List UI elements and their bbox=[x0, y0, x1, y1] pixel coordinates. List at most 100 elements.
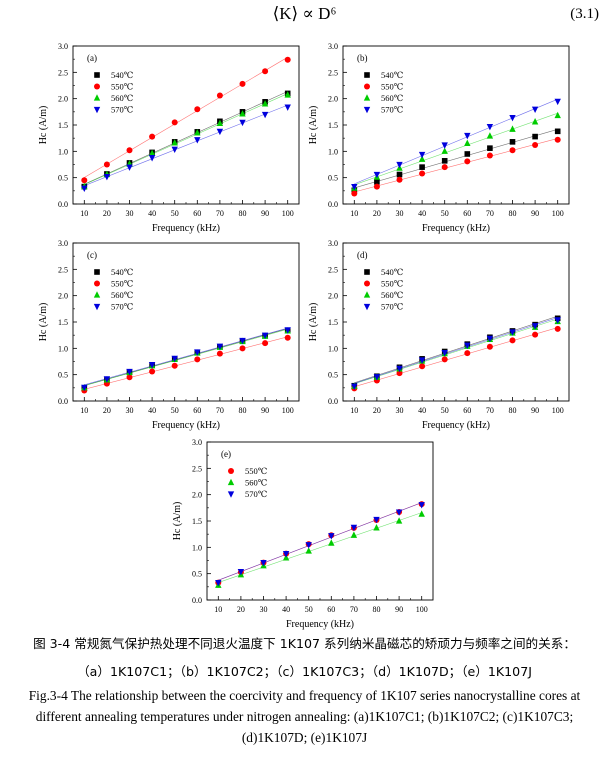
data-point bbox=[509, 337, 516, 344]
y-tick-label: 0.0 bbox=[328, 200, 338, 209]
data-point bbox=[261, 111, 269, 119]
data-point bbox=[148, 149, 156, 157]
data-point bbox=[261, 332, 269, 339]
x-tick-label: 50 bbox=[305, 605, 313, 614]
data-point bbox=[418, 502, 425, 509]
data-point bbox=[262, 68, 269, 75]
data-point bbox=[148, 155, 156, 162]
data-point bbox=[350, 524, 358, 532]
data-point bbox=[486, 123, 494, 131]
data-point bbox=[464, 350, 471, 357]
data-point bbox=[418, 155, 426, 162]
data-point bbox=[149, 133, 156, 140]
series-2 bbox=[215, 502, 425, 587]
series-3 bbox=[81, 104, 291, 192]
data-point bbox=[441, 147, 448, 154]
series-1 bbox=[351, 136, 561, 197]
y-tick-label: 2.5 bbox=[192, 464, 202, 473]
data-point bbox=[194, 137, 201, 144]
fit-line bbox=[354, 315, 558, 384]
y-axis-label: Hc (A/m) bbox=[308, 106, 319, 145]
data-point bbox=[396, 370, 403, 377]
data-point bbox=[194, 349, 201, 356]
data-point bbox=[486, 132, 494, 139]
x-tick-label: 70 bbox=[486, 406, 494, 415]
data-point bbox=[103, 174, 111, 181]
fit-line bbox=[354, 327, 558, 387]
fit-line bbox=[218, 512, 422, 583]
data-point bbox=[532, 133, 538, 140]
equation-3-1: ⟨K⟩ ∝ D⁶ (3.1) bbox=[0, 4, 609, 28]
fit-line bbox=[354, 318, 558, 385]
fit-line bbox=[84, 93, 288, 185]
legend-marker bbox=[364, 72, 370, 78]
data-point bbox=[171, 355, 178, 363]
chart-panel-d: 10 20 30 40 50 60 70 80 90 100 0.0 0.5 1.0 1.5 2.0 2.5 3… bbox=[308, 239, 570, 431]
data-point bbox=[149, 368, 156, 375]
data-point bbox=[373, 516, 380, 524]
y-tick-label: 2.5 bbox=[328, 265, 338, 274]
x-tick-label: 90 bbox=[395, 605, 403, 614]
data-point bbox=[419, 164, 425, 170]
legend-marker bbox=[227, 491, 235, 498]
legend-label: 570℃ bbox=[381, 302, 403, 312]
y-tick-label: 2.5 bbox=[328, 68, 338, 77]
x-tick-label: 10 bbox=[350, 406, 358, 415]
caption-en-line1: Fig.3-4 The relationship between the coe… bbox=[28, 688, 581, 703]
y-tick-label: 0.0 bbox=[192, 596, 202, 605]
caption-en-line2: different annealing temperatures under n… bbox=[35, 709, 574, 724]
y-axis-label: Hc (A/m) bbox=[308, 303, 319, 342]
x-tick-label: 40 bbox=[418, 209, 426, 218]
data-point bbox=[216, 350, 223, 357]
y-tick-label: 2.0 bbox=[328, 95, 338, 104]
legend-label: 560℃ bbox=[111, 93, 133, 103]
x-tick-label: 90 bbox=[261, 406, 269, 415]
series-3 bbox=[351, 317, 561, 391]
legend-label: 560℃ bbox=[381, 93, 403, 103]
data-point bbox=[419, 363, 426, 370]
x-tick-label: 40 bbox=[148, 209, 156, 218]
legend-marker bbox=[227, 478, 235, 486]
legend-label: 570℃ bbox=[111, 105, 133, 115]
fit-line bbox=[218, 502, 422, 581]
data-point bbox=[284, 334, 291, 341]
x-tick-label: 30 bbox=[260, 605, 268, 614]
data-point bbox=[373, 183, 380, 190]
data-point bbox=[554, 325, 561, 332]
legend-label: 540℃ bbox=[381, 70, 403, 80]
legend-marker bbox=[363, 106, 371, 114]
y-tick-label: 0.0 bbox=[328, 397, 338, 406]
x-tick-label: 80 bbox=[239, 406, 247, 415]
x-tick-label: 60 bbox=[193, 406, 201, 415]
data-point bbox=[328, 539, 335, 546]
y-tick-label: 1.0 bbox=[58, 147, 68, 156]
x-tick-label: 10 bbox=[214, 605, 222, 614]
x-tick-label: 80 bbox=[509, 209, 517, 218]
x-tick-label: 90 bbox=[531, 209, 539, 218]
y-tick-label: 1.5 bbox=[58, 318, 68, 327]
data-point bbox=[396, 365, 403, 373]
x-tick-label: 100 bbox=[552, 406, 564, 415]
data-point bbox=[486, 335, 494, 343]
y-tick-label: 1.0 bbox=[328, 147, 338, 156]
data-point bbox=[418, 357, 426, 364]
data-point bbox=[486, 152, 493, 159]
data-point bbox=[441, 142, 448, 149]
fit-line bbox=[84, 327, 288, 386]
legend-label: 560℃ bbox=[245, 478, 267, 488]
data-point bbox=[194, 129, 201, 136]
y-axis-label: Hc (A/m) bbox=[38, 303, 49, 342]
data-point bbox=[260, 560, 267, 567]
x-axis-label: Frequency (kHz) bbox=[152, 223, 220, 234]
fit-line bbox=[354, 317, 558, 384]
data-point bbox=[239, 337, 246, 345]
data-point bbox=[239, 80, 246, 87]
y-tick-label: 2.5 bbox=[58, 68, 68, 77]
data-point bbox=[81, 177, 88, 184]
data-point bbox=[284, 327, 291, 334]
y-tick-label: 2.0 bbox=[192, 491, 202, 500]
data-point bbox=[194, 356, 201, 363]
data-point bbox=[171, 362, 178, 369]
series-3 bbox=[351, 98, 561, 191]
legend-label: 550℃ bbox=[381, 82, 403, 92]
